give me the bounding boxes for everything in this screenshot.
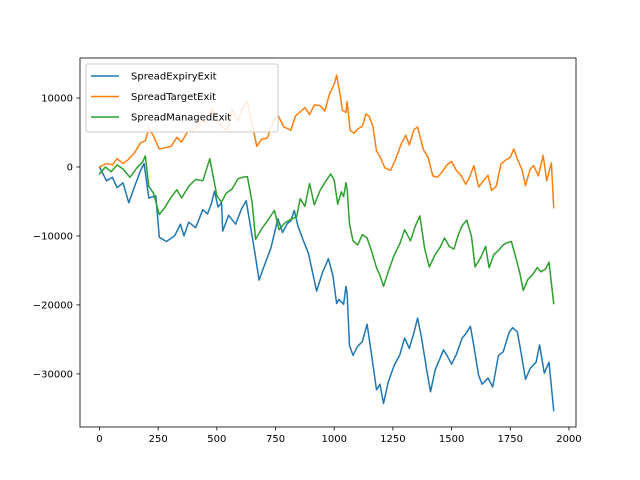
- series-line-0: [98, 162, 555, 412]
- legend-box: [85, 63, 279, 133]
- x-tick-label-5: 1250: [380, 434, 405, 445]
- legend-label-2: SpreadManagedExit: [131, 113, 231, 124]
- legend: SpreadExpiryExit SpreadTargetExit SpreadMa…: [85, 63, 279, 133]
- y-tick-label-0: −30000: [33, 369, 73, 380]
- plot-frame: [79, 57, 577, 428]
- x-tick-label-8: 2000: [556, 434, 581, 445]
- y-tick-label-4: 10000: [41, 94, 73, 105]
- x-tick-label-3: 750: [266, 434, 285, 445]
- y-tick-label-3: 0: [67, 162, 73, 173]
- y-tick-label-1: −20000: [33, 300, 73, 311]
- x-axis: 0 250 500 750 1000 1250 1500 1750 2000: [96, 427, 582, 445]
- x-tick-label-4: 1000: [321, 434, 346, 445]
- legend-label-1: SpreadTargetExit: [131, 92, 216, 103]
- x-tick-label-6: 1500: [439, 434, 464, 445]
- y-tick-label-2: −10000: [33, 231, 73, 242]
- y-axis: −30000 −20000 −10000 0 10000: [33, 94, 80, 380]
- x-tick-label-0: 0: [96, 434, 102, 445]
- x-tick-label-2: 500: [207, 434, 226, 445]
- x-tick-label-1: 250: [149, 434, 168, 445]
- legend-label-0: SpreadExpiryExit: [131, 72, 217, 83]
- series-line-2: [98, 155, 555, 305]
- x-tick-label-7: 1750: [498, 434, 523, 445]
